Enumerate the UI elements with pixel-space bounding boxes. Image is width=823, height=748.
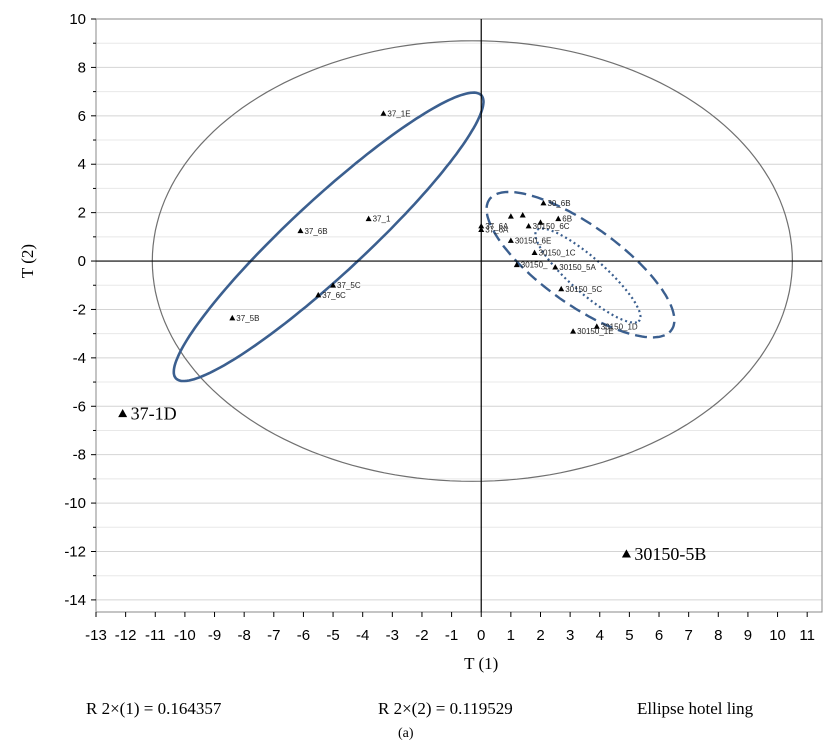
r2x2-stat: R 2×(2) = 0.119529: [378, 699, 513, 718]
x-tick-label: -3: [386, 627, 399, 644]
point-label: 37-1D: [131, 404, 177, 424]
x-tick-label: -7: [267, 627, 280, 644]
point-label: 30150_6E: [515, 236, 551, 245]
point-marker: [330, 282, 337, 288]
y-tick-label: -8: [73, 447, 86, 464]
plot-border: [95, 18, 823, 613]
x-tick-label: 3: [566, 627, 574, 644]
y-tick-label: 10: [69, 11, 86, 28]
point-label: 30150_5C: [565, 285, 602, 294]
point-label: 37_1: [373, 215, 391, 224]
y-tick-label: -6: [73, 398, 86, 415]
y-tick-label: 6: [78, 108, 86, 125]
ellipse-note: Ellipse hotel ling: [637, 699, 754, 718]
point-marker: [621, 549, 631, 558]
point-marker: [558, 285, 565, 292]
y-tick-label: 2: [78, 205, 86, 222]
point-marker: [365, 215, 372, 222]
x-tick-label: -1: [445, 627, 458, 644]
point-label: 37_6A: [485, 226, 509, 235]
point-label: 37_5B: [236, 314, 259, 323]
x-tick-label: 0: [477, 627, 485, 644]
point-marker: [525, 222, 532, 229]
x-tick-label: 10: [769, 627, 786, 644]
y-tick-label: 8: [78, 59, 86, 76]
point-label: 6B: [562, 215, 572, 224]
x-tick-label: 9: [744, 627, 752, 644]
figure-caption: (a): [398, 726, 414, 741]
point-label: 30150_: [521, 261, 548, 270]
y-tick-label: -4: [73, 350, 86, 367]
point-marker: [519, 212, 526, 218]
point-marker: [555, 215, 562, 222]
y-tick-label: 0: [78, 253, 86, 270]
r2x1-stat: R 2×(1) = 0.164357: [86, 699, 222, 718]
point-marker: [570, 328, 577, 334]
point-marker: [297, 227, 304, 234]
point-marker: [315, 291, 322, 298]
point-marker: [380, 110, 387, 116]
y-tick-label: -2: [73, 301, 86, 318]
x-tick-label: -5: [326, 627, 339, 644]
point-label: 37_1E: [387, 109, 410, 118]
point-label: 37_6A: [485, 222, 509, 231]
point-marker: [540, 199, 547, 206]
x-tick-label: 11: [799, 627, 815, 644]
point-label: 30150_5A: [559, 263, 596, 272]
point-marker: [552, 264, 559, 270]
point-label: 37_6C: [322, 291, 346, 300]
axes: [91, 18, 823, 617]
x-tick-label: -9: [208, 627, 221, 644]
point-marker: [593, 323, 600, 329]
x-tick-label: 5: [625, 627, 633, 644]
x-tick-label: -12: [115, 627, 137, 644]
point-label: 37_5C: [337, 281, 361, 290]
y-tick-label: -12: [64, 543, 86, 560]
x-axis-label: T (1): [464, 654, 498, 673]
point-marker: [531, 249, 538, 255]
y-axis-label: T (2): [18, 244, 37, 278]
x-tick-label: -6: [297, 627, 310, 644]
x-tick-label: -2: [415, 627, 428, 644]
point-marker: [507, 237, 514, 243]
point-marker: [118, 409, 128, 418]
x-tick-label: -13: [85, 627, 107, 644]
x-tick-label: 2: [536, 627, 544, 644]
y-tick-label: -10: [64, 495, 86, 512]
gridlines: [96, 18, 822, 601]
x-tick-label: 8: [714, 627, 722, 644]
point-marker: [513, 261, 520, 268]
ellipse-solid: [172, 91, 485, 383]
x-tick-label: -11: [145, 627, 166, 644]
x-tick-label: 1: [507, 627, 515, 644]
point-label: 30150_1C: [539, 249, 576, 258]
point-label: 30_6B: [547, 199, 570, 208]
point-marker: [478, 226, 485, 232]
point-label: 30150_1E: [577, 327, 613, 336]
point-marker: [507, 213, 514, 219]
x-tick-label: -10: [174, 627, 196, 644]
point-marker: [537, 219, 544, 225]
x-tick-label: 7: [684, 627, 692, 644]
point-label: 30150-5B: [634, 544, 706, 564]
y-tick-label: 4: [78, 156, 86, 173]
point-label: 30150_6C: [533, 222, 570, 231]
point-label: 30150_1D: [601, 322, 638, 331]
x-tick-label: -4: [356, 627, 369, 644]
point-marker: [478, 222, 485, 229]
x-tick-label: 4: [596, 627, 604, 644]
x-tick-label: -8: [237, 627, 250, 644]
point-marker: [229, 314, 236, 321]
point-label: 37_6B: [304, 227, 327, 236]
ellipse-dotted: [534, 227, 642, 324]
y-tick-label: -14: [64, 592, 86, 609]
ellipse-dashed: [485, 190, 676, 339]
x-tick-label: 6: [655, 627, 663, 644]
